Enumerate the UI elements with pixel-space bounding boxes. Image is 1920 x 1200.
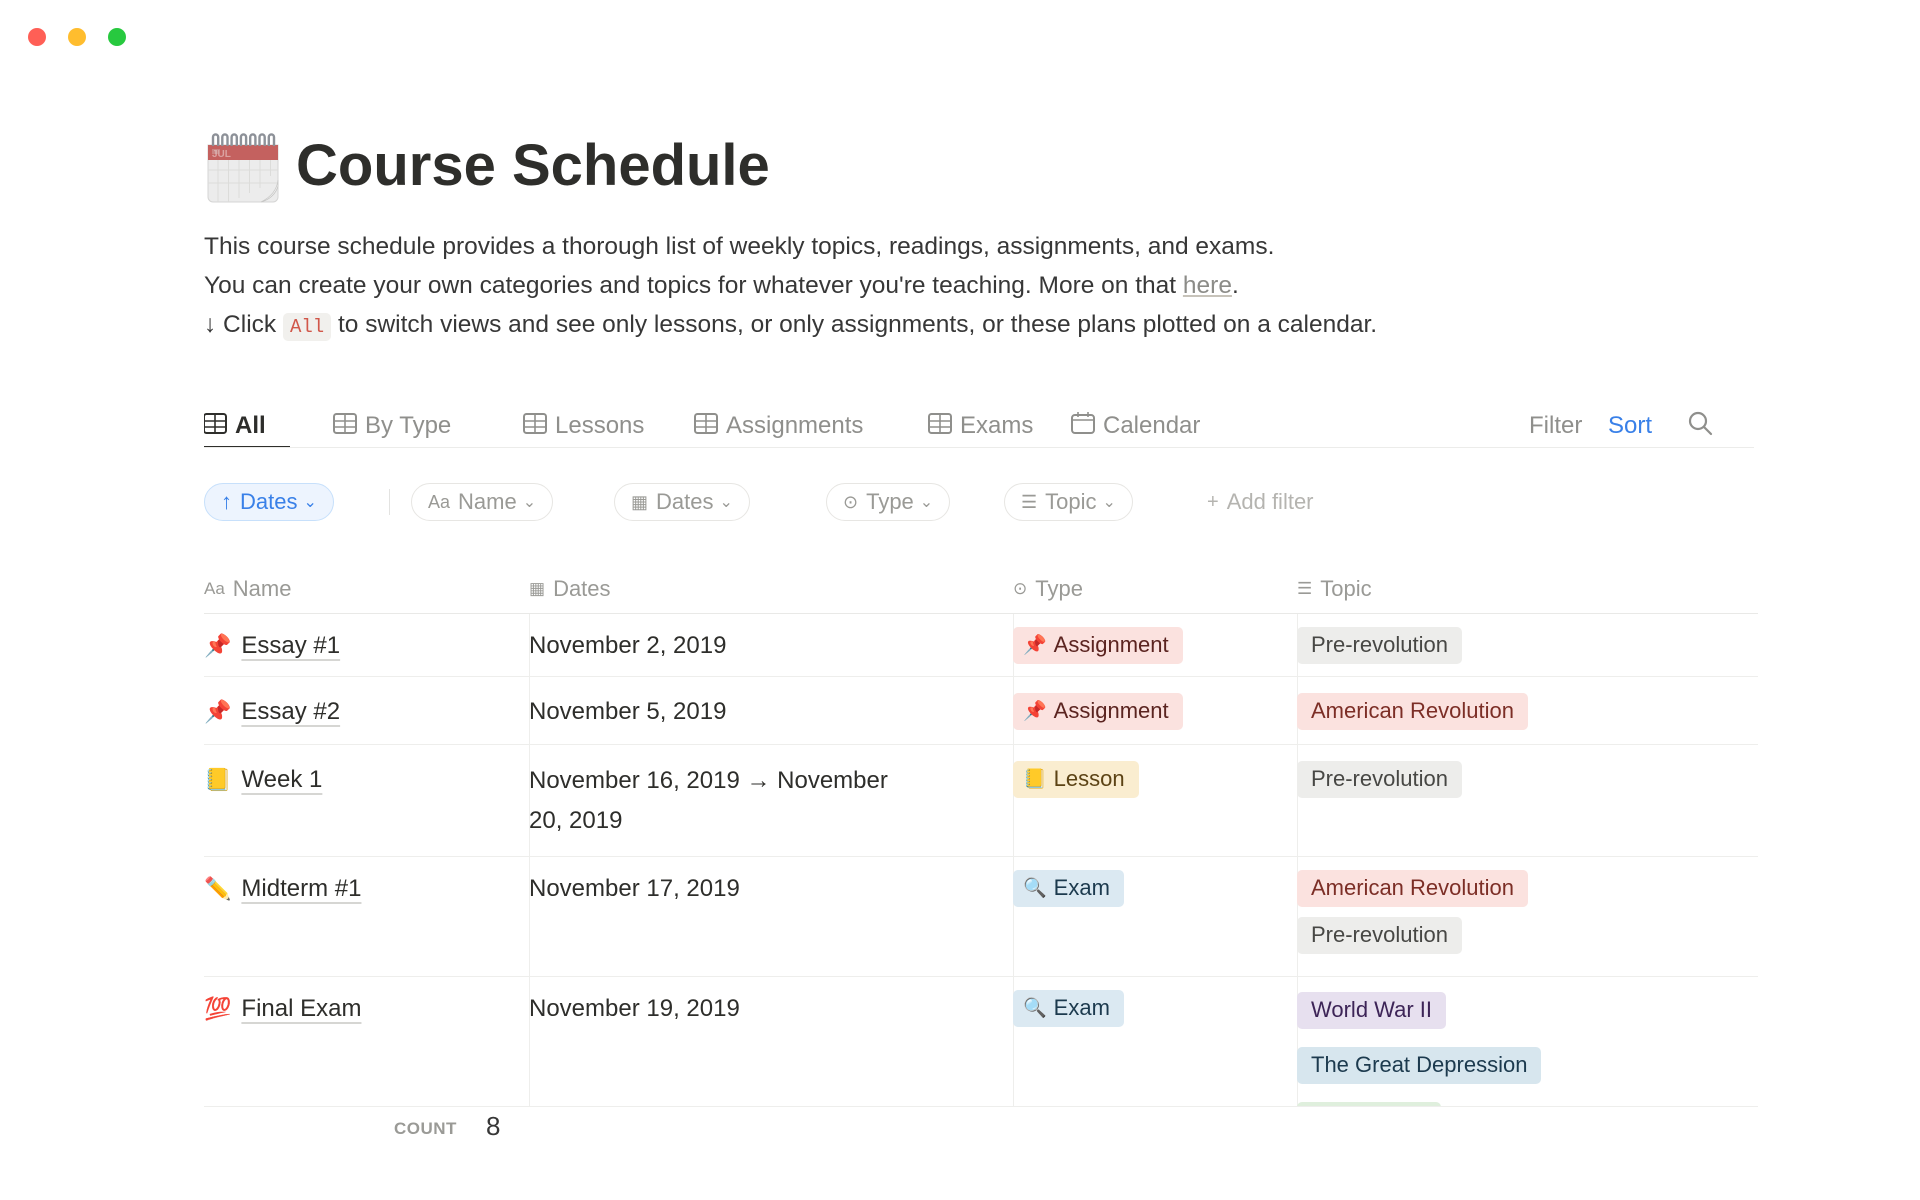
svg-text:By Type: By Type (365, 412, 451, 439)
svg-text:Filter: Filter (1529, 412, 1582, 439)
svg-text:Assignments: Assignments (726, 412, 863, 439)
svg-text:Sort: Sort (1608, 412, 1652, 439)
svg-text:Calendar: Calendar (1103, 412, 1200, 439)
svg-text:Exams: Exams (960, 412, 1033, 439)
svg-text:All: All (235, 412, 266, 439)
svg-text:Lessons: Lessons (555, 412, 644, 439)
